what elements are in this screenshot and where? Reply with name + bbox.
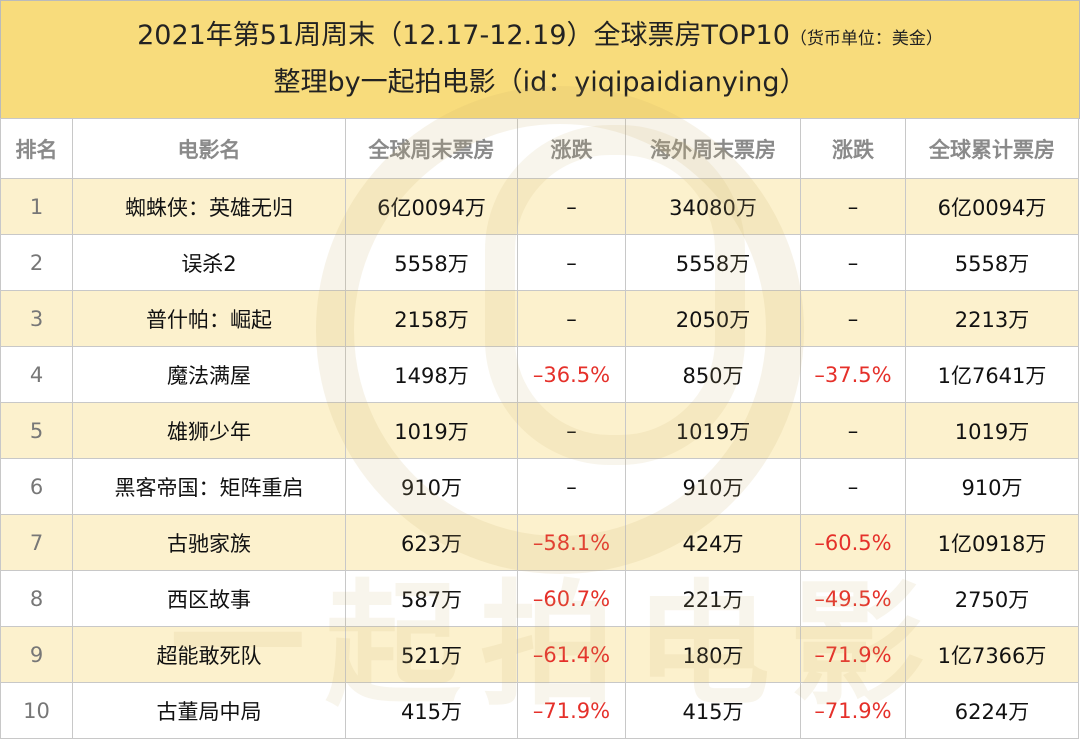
header-row: 排名 电影名 全球周末票房 涨跌 海外周末票房 涨跌 全球累计票房 <box>0 118 1079 179</box>
column-header: 全球累计票房 <box>905 118 1079 179</box>
table-row: 5 雄狮少年 1019万 –1019万 –1019万 <box>0 402 1079 459</box>
table-cell: – <box>800 234 906 291</box>
subtitle: 整理by一起拍电影（id：yiqipaidianying） <box>273 67 807 98</box>
table-cell: 3 <box>0 290 73 347</box>
box-office-table: 排名 电影名 全球周末票房 涨跌 海外周末票房 涨跌 全球累计票房 1 蜘蛛侠：英雄无归 6亿0… <box>0 118 1079 739</box>
table-cell: – <box>800 178 906 235</box>
table-cell: 850万 <box>625 346 801 403</box>
table-row: 8 西区故事 587万 –60.7% 221万 –49.5% 2750万 <box>0 570 1079 627</box>
table-cell: – <box>517 402 626 459</box>
table-cell: 1019万 <box>345 402 518 459</box>
table-cell: 587万 <box>345 570 518 627</box>
column-header: 海外周末票房 <box>625 118 801 179</box>
table-cell: – <box>800 290 906 347</box>
table-cell: 5 <box>0 402 73 459</box>
table-cell: 910万 <box>905 458 1079 515</box>
table-row: 6 黑客帝国：矩阵重启 910万 –910万 –910万 <box>0 458 1079 515</box>
table-cell: – <box>517 178 626 235</box>
title-note: （货币单位：美金） <box>789 29 943 49</box>
table-cell: 6 <box>0 458 73 515</box>
table-cell: 9 <box>0 626 73 683</box>
table-cell: – <box>800 402 906 459</box>
title-line: 2021年第51周周末（12.17-12.19）全球票房TOP10（货币单位：美… <box>1 17 1079 58</box>
table-row: 4 魔法满屋 1498万 –36.5% 850万 –37.5% 1亿7641万 <box>0 346 1079 403</box>
table-cell: 1498万 <box>345 346 518 403</box>
table-cell: 1亿7641万 <box>905 346 1079 403</box>
table-cell: 1 <box>0 178 73 235</box>
table-cell: 2050万 <box>625 290 801 347</box>
table-cell: 4 <box>0 346 73 403</box>
table-cell: 蜘蛛侠：英雄无归 <box>72 178 346 235</box>
table-cell: 6224万 <box>905 682 1079 739</box>
table-cell: 1亿0918万 <box>905 514 1079 571</box>
table-cell: –71.9% <box>800 682 906 739</box>
table-row: 9 超能敢死队 521万 –61.4% 180万 –71.9% 1亿7366万 <box>0 626 1079 683</box>
table-cell: 古驰家族 <box>72 514 346 571</box>
table-cell: –36.5% <box>517 346 626 403</box>
table-cell: 6亿0094万 <box>905 178 1079 235</box>
table-cell: 超能敢死队 <box>72 626 346 683</box>
table-cell: 魔法满屋 <box>72 346 346 403</box>
table-cell: 623万 <box>345 514 518 571</box>
table-cell: 8 <box>0 570 73 627</box>
table-cell: 5558万 <box>345 234 518 291</box>
table-cell: 5558万 <box>625 234 801 291</box>
table-cell: 7 <box>0 514 73 571</box>
title-banner: 2021年第51周周末（12.17-12.19）全球票房TOP10（货币单位：美… <box>0 0 1080 119</box>
table-cell: 5558万 <box>905 234 1079 291</box>
table-cell: 6亿0094万 <box>345 178 518 235</box>
table-cell: 2213万 <box>905 290 1079 347</box>
table-cell: 黑客帝国：矩阵重启 <box>72 458 346 515</box>
table-cell: 2 <box>0 234 73 291</box>
table-cell: –61.4% <box>517 626 626 683</box>
table-cell: – <box>800 458 906 515</box>
table-row: 10 古董局中局 415万 –71.9% 415万 –71.9% 6224万 <box>0 682 1079 739</box>
column-header: 涨跌 <box>517 118 626 179</box>
table-cell: –71.9% <box>517 682 626 739</box>
table-cell: 34080万 <box>625 178 801 235</box>
table-row: 3 普什帕：崛起 2158万 –2050万 –2213万 <box>0 290 1079 347</box>
table-cell: 普什帕：崛起 <box>72 290 346 347</box>
table-cell: 415万 <box>345 682 518 739</box>
table-cell: 古董局中局 <box>72 682 346 739</box>
column-header: 电影名 <box>72 118 346 179</box>
table-cell: – <box>517 458 626 515</box>
table-cell: – <box>517 234 626 291</box>
table-cell: –60.5% <box>800 514 906 571</box>
table-cell: –37.5% <box>800 346 906 403</box>
table-cell: 2158万 <box>345 290 518 347</box>
table-row: 7 古驰家族 623万 –58.1% 424万 –60.5% 1亿0918万 <box>0 514 1079 571</box>
table-body: 1 蜘蛛侠：英雄无归 6亿0094万 –34080万 –6亿0094万 2 误杀2 5558万… <box>0 178 1079 739</box>
table-row: 2 误杀2 5558万 –5558万 –5558万 <box>0 234 1079 291</box>
column-header: 全球周末票房 <box>345 118 518 179</box>
table-cell: 910万 <box>345 458 518 515</box>
table-cell: 221万 <box>625 570 801 627</box>
table-cell: 2750万 <box>905 570 1079 627</box>
table-cell: 1亿7366万 <box>905 626 1079 683</box>
table-cell: 910万 <box>625 458 801 515</box>
table-cell: 424万 <box>625 514 801 571</box>
table-cell: 雄狮少年 <box>72 402 346 459</box>
table-row: 1 蜘蛛侠：英雄无归 6亿0094万 –34080万 –6亿0094万 <box>0 178 1079 235</box>
table-cell: –58.1% <box>517 514 626 571</box>
table-cell: –49.5% <box>800 570 906 627</box>
table-cell: 10 <box>0 682 73 739</box>
column-header: 涨跌 <box>800 118 906 179</box>
table-cell: – <box>517 290 626 347</box>
table-cell: 误杀2 <box>72 234 346 291</box>
table-cell: 1019万 <box>625 402 801 459</box>
table-cell: 415万 <box>625 682 801 739</box>
table-cell: 521万 <box>345 626 518 683</box>
column-header: 排名 <box>0 118 73 179</box>
table-cell: –60.7% <box>517 570 626 627</box>
table-cell: 1019万 <box>905 402 1079 459</box>
title: 2021年第51周周末（12.17-12.19）全球票房TOP10 <box>137 20 790 51</box>
table-cell: 西区故事 <box>72 570 346 627</box>
table-cell: 180万 <box>625 626 801 683</box>
table-cell: –71.9% <box>800 626 906 683</box>
